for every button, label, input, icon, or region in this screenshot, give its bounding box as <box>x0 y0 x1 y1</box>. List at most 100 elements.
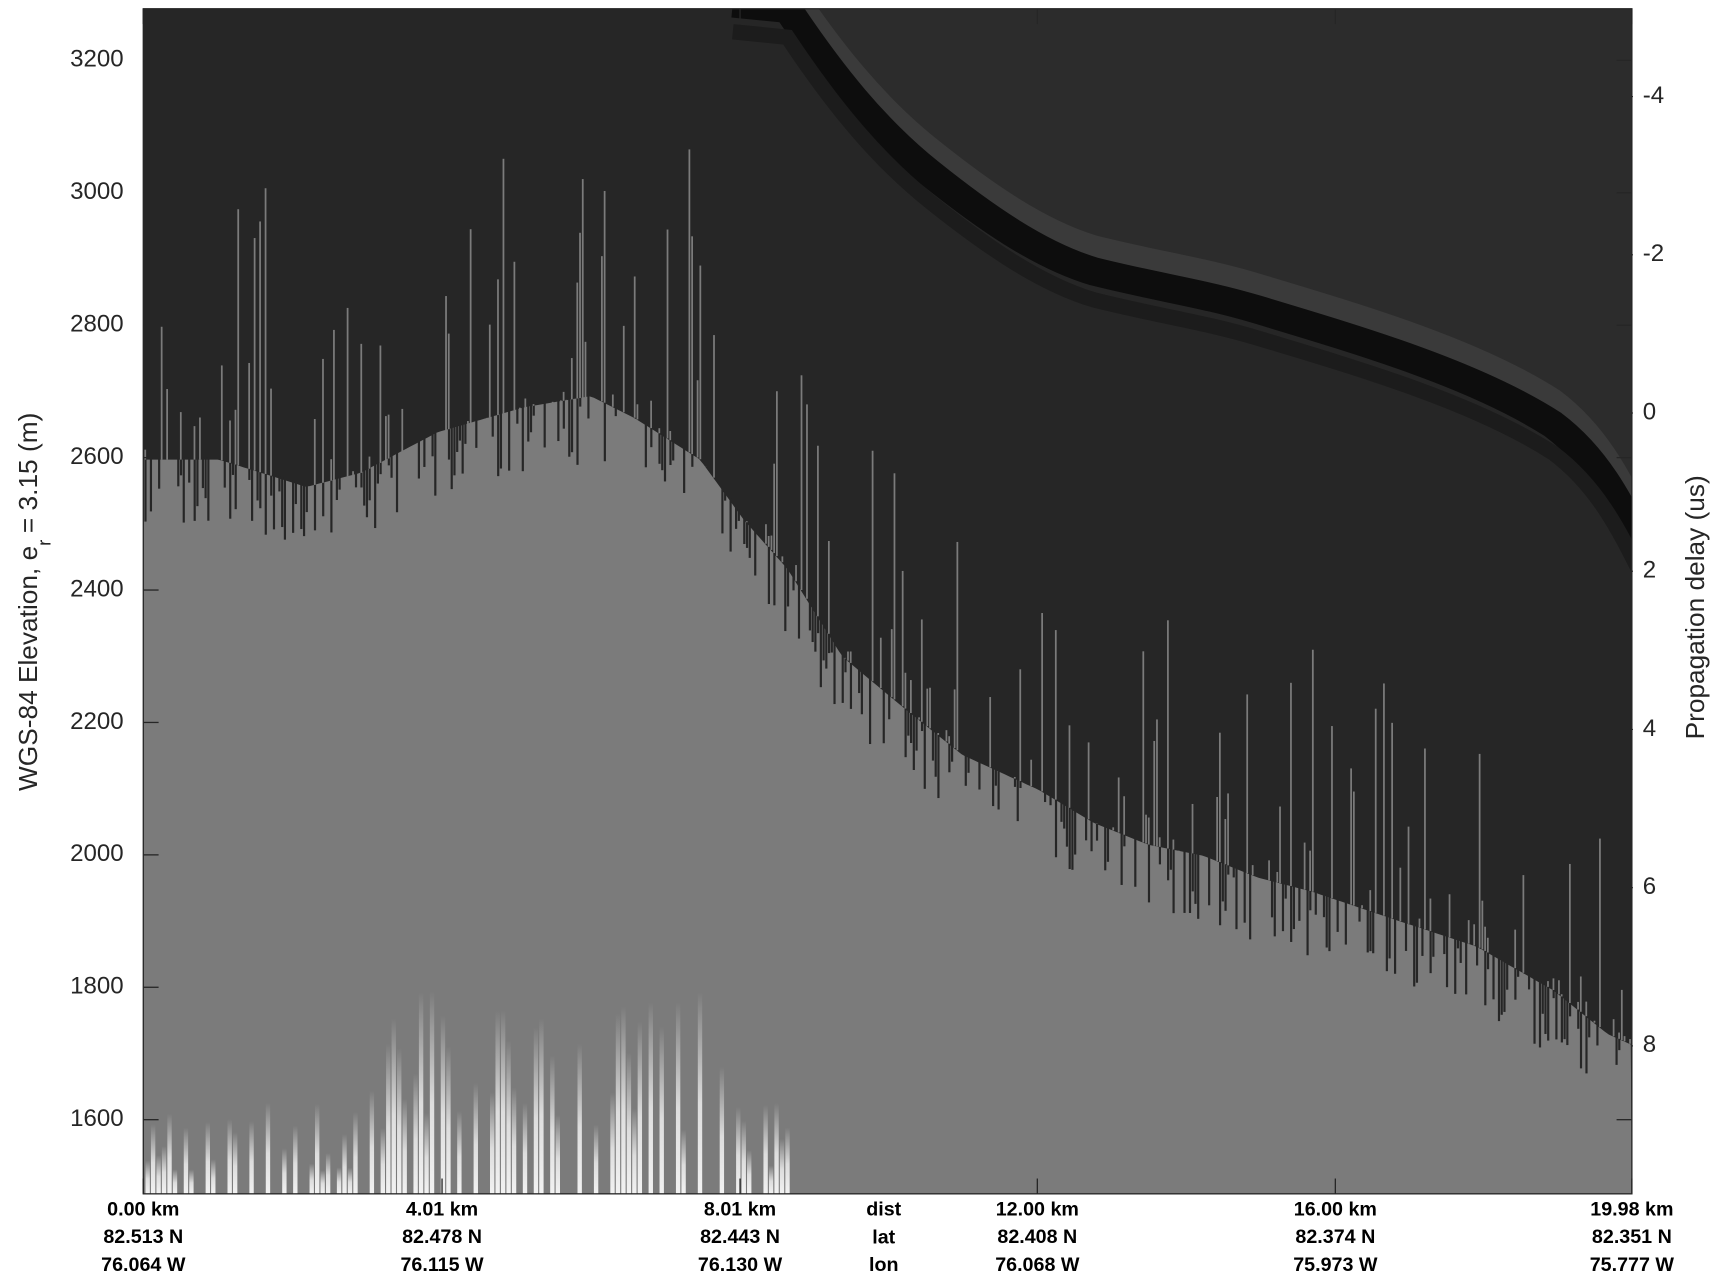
bed-dark-streak <box>907 708 910 736</box>
y2-tick-label: -4 <box>1643 82 1664 109</box>
bed-dark-streak <box>784 563 787 632</box>
bed-dark-streak <box>1063 802 1066 829</box>
bed-dark-streak <box>499 412 503 469</box>
basal-echo <box>473 1083 478 1194</box>
bed-dark-streak <box>270 473 273 496</box>
bed-bright-streak <box>1041 613 1043 792</box>
bed-bright-streak <box>827 541 830 634</box>
bed-dark-streak <box>1514 965 1517 1000</box>
y-axis-label-subscript: r <box>33 540 54 546</box>
basal-echo <box>320 1170 325 1194</box>
bed-dark-streak <box>915 715 918 751</box>
bed-dark-streak <box>453 425 456 476</box>
basal-echo <box>741 1120 746 1194</box>
bed-bright-streak <box>259 221 261 473</box>
bed-bright-streak <box>368 456 371 469</box>
bed-bright-streak <box>1369 890 1372 912</box>
bed-dark-streak <box>508 409 511 471</box>
bed-bright-streak <box>1218 732 1221 863</box>
bed-fill <box>143 396 1632 1194</box>
bed-bright-streak <box>767 535 770 547</box>
bed-bright-streak <box>1350 768 1352 905</box>
bed-dark-streak <box>464 422 467 444</box>
bed-dark-streak <box>278 476 281 492</box>
bed-bright-streak <box>1030 759 1033 787</box>
bed-dark-streak <box>335 477 338 501</box>
basal-echo <box>150 1124 156 1194</box>
bed-dark-streak <box>858 667 861 694</box>
bed-bright-streak <box>352 471 354 475</box>
bed-dark-streak <box>158 457 161 489</box>
bed-bright-streak <box>1156 719 1158 847</box>
bed-bright-streak <box>1577 1001 1579 1010</box>
bed-dark-streak <box>644 422 647 468</box>
bed-dark-streak <box>234 462 237 510</box>
bed-bright-streak <box>313 419 316 485</box>
plot-frame <box>142 8 1633 1195</box>
bed-dark-streak <box>313 482 317 531</box>
bed-dark-streak <box>302 483 306 537</box>
bed-bright-streak <box>1142 651 1145 843</box>
bed-bright-streak <box>581 179 584 398</box>
bed-bright-streak <box>1361 905 1363 909</box>
bed-dark-streak <box>683 446 686 493</box>
bed-dark-streak <box>797 583 801 639</box>
bed-dark-streak <box>1492 953 1495 1000</box>
bed-dark-streak <box>1281 881 1285 932</box>
bed-dark-streak <box>363 469 366 506</box>
basal-echo <box>429 991 435 1194</box>
bed-dark-streak <box>672 439 675 461</box>
bed-bright-streak <box>1112 827 1115 831</box>
bed-dark-streak <box>379 460 382 475</box>
bed-dark-streak <box>1172 847 1175 914</box>
basal-echo <box>145 1160 150 1194</box>
bed-dark-streak <box>1358 905 1361 922</box>
bed-bright-streak <box>532 404 535 406</box>
bed-bright-streak <box>953 689 956 749</box>
bed-dark-streak <box>1306 888 1309 956</box>
bed-dark-streak <box>497 412 500 477</box>
bed-bright-streak <box>469 229 472 423</box>
basal-echo <box>380 1127 385 1194</box>
x-tick-lat: 82.408 N <box>997 1226 1077 1248</box>
bed-dark-streak <box>281 476 284 528</box>
bed-dark-streak <box>1566 998 1569 1046</box>
bed-bright-streak <box>1068 725 1071 808</box>
basal-echo <box>325 1153 331 1194</box>
basal-echo <box>697 992 703 1194</box>
bed-dark-streak <box>579 395 582 407</box>
x-tick-lat: 82.478 N <box>402 1226 482 1248</box>
bed-dark-streak <box>748 523 751 558</box>
bed-bright-streak <box>1290 682 1292 886</box>
bed-dark-streak <box>1218 859 1222 926</box>
bed-bright-streak <box>1547 981 1549 987</box>
x-row-label: lat <box>872 1226 895 1248</box>
y-tick-label: 1800 <box>70 973 123 1000</box>
bed-dark-streak <box>376 462 379 484</box>
bed-dark-streak <box>1019 778 1022 788</box>
bed-dark-streak <box>1443 933 1446 955</box>
bed-bright-streak <box>650 400 652 429</box>
y2-tick-label: 4 <box>1643 715 1656 742</box>
basal-echo <box>539 1018 544 1194</box>
y2-tick-label: 8 <box>1643 1031 1656 1058</box>
bed-bright-streak <box>1618 1032 1620 1039</box>
bed-dark-streak <box>1538 979 1542 1048</box>
bed-bright-streak <box>1087 742 1090 820</box>
basal-echo <box>353 1112 358 1194</box>
basal-echo <box>632 1108 637 1194</box>
bed-dark-streak <box>1388 915 1391 959</box>
bed-dark-streak <box>1484 948 1487 1006</box>
bed-dark-streak <box>1429 928 1432 974</box>
basal-echo <box>785 1127 790 1194</box>
bed-dark-streak <box>868 676 872 745</box>
bed-dark-streak <box>516 407 519 424</box>
basal-echo <box>511 1087 517 1194</box>
x-tick-lat: 82.374 N <box>1295 1226 1375 1248</box>
bed-dark-streak <box>661 432 664 471</box>
bed-bright-streak <box>1352 791 1355 906</box>
bed-bright-streak <box>1276 871 1279 883</box>
bed-dark-streak <box>811 605 814 643</box>
bed-bright-streak <box>1418 918 1421 928</box>
